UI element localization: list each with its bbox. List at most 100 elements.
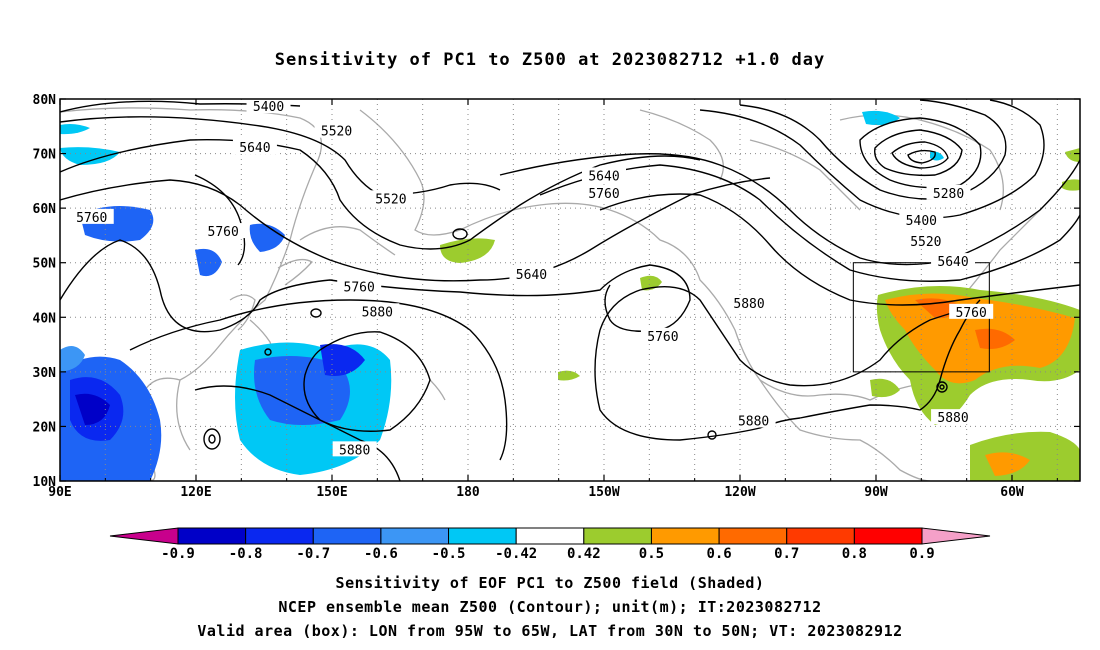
lon-tick-label: 60W bbox=[1000, 485, 1024, 500]
contour-label-bg bbox=[899, 212, 944, 228]
contour-label: 5640 bbox=[516, 268, 547, 283]
lat-tick-label: 40N bbox=[33, 311, 57, 326]
lat-tick-label: 10N bbox=[33, 475, 57, 490]
colorbar-segment bbox=[650, 527, 720, 545]
colorbar-label: 0.6 bbox=[706, 546, 731, 562]
contour-label: 5520 bbox=[321, 125, 352, 140]
contour-label: 5760 bbox=[76, 211, 107, 226]
colorbar-label: -0.42 bbox=[495, 546, 537, 562]
colorbar-segment bbox=[515, 527, 585, 545]
colorbar: -0.9 -0.8 -0.7 -0.6 -0.5 -0.42 0.42 0.5 0.6 0.7 0.… bbox=[109, 527, 991, 562]
lon-tick-label: 120W bbox=[724, 485, 755, 500]
lon-tick-label: 90W bbox=[864, 485, 888, 500]
colorbar-label: -0.5 bbox=[432, 546, 466, 562]
contour-label-bg bbox=[731, 412, 776, 428]
colorbar-label: -0.7 bbox=[296, 546, 330, 562]
colorbar-label: -0.9 bbox=[161, 546, 195, 562]
negative-sensitivity-region bbox=[60, 147, 120, 165]
contour-labels: 5400 5520 5640 5520 5640 5760 5640 5280 5400 5520… bbox=[69, 99, 994, 458]
lat-tick-label: 70N bbox=[33, 148, 57, 163]
contour-label-bg bbox=[640, 327, 685, 343]
contour-label-bg bbox=[314, 122, 359, 138]
positive-sensitivity-region bbox=[440, 238, 495, 263]
lat-tick-label: 20N bbox=[33, 420, 57, 435]
colorbar-segment bbox=[718, 527, 788, 545]
sensitivity-shading bbox=[60, 110, 1080, 481]
negative-sensitivity-region bbox=[75, 393, 110, 425]
contour-label-bg bbox=[509, 266, 554, 282]
positive-sensitivity-region bbox=[870, 378, 900, 398]
contour-label: 5880 bbox=[339, 443, 370, 458]
contour-label-bg bbox=[949, 303, 994, 319]
negative-sensitivity-region bbox=[60, 346, 85, 372]
contour-label-bg bbox=[368, 190, 413, 206]
colorbar-label: 0.42 bbox=[567, 546, 601, 562]
lat-tick-label: 30N bbox=[33, 366, 57, 381]
lon-tick-label: 120E bbox=[180, 485, 211, 500]
negative-sensitivity-region bbox=[195, 248, 222, 277]
contour-label: 5640 bbox=[588, 169, 619, 184]
negative-sensitivity-region bbox=[249, 223, 285, 252]
map-panel: 5400 5520 5640 5520 5640 5760 5640 5280 5400 5520… bbox=[33, 93, 1081, 500]
colorbar-label: -0.8 bbox=[229, 546, 263, 562]
contour-label-bg bbox=[926, 184, 971, 200]
contour-label: 5760 bbox=[588, 187, 619, 202]
contour-label: 5880 bbox=[362, 305, 393, 320]
contour-label-bg bbox=[727, 295, 772, 311]
contour-label: 5880 bbox=[937, 411, 968, 426]
colorbar-segment bbox=[177, 527, 247, 545]
lon-tick-label: 180 bbox=[456, 485, 480, 500]
lon-tick-label: 90E bbox=[48, 485, 71, 500]
contour-label-bg bbox=[332, 441, 377, 457]
contour-label-bg bbox=[337, 278, 382, 294]
contour-label-bg bbox=[355, 303, 400, 319]
lon-tick-label: 150E bbox=[316, 485, 347, 500]
contour-label: 5880 bbox=[738, 414, 769, 429]
colorbar-segment bbox=[786, 527, 855, 545]
lon-tick-label: 150W bbox=[588, 485, 619, 500]
caption-valid-area: Valid area (box): LON from 95W to 65W, L… bbox=[197, 622, 903, 640]
lat-tick-label: 50N bbox=[33, 257, 57, 272]
contour-label-bg bbox=[69, 208, 114, 224]
contour-label: 5400 bbox=[253, 100, 284, 115]
lat-tick-label: 80N bbox=[33, 93, 57, 108]
contour-label: 5760 bbox=[647, 330, 678, 345]
colorbar-label: 0.7 bbox=[774, 546, 799, 562]
contour-label: 5640 bbox=[239, 141, 270, 156]
colorbar-segment bbox=[583, 527, 652, 545]
positive-sensitivity-region bbox=[1065, 148, 1080, 162]
lat-tick-label: 60N bbox=[33, 202, 57, 217]
contour-label: 5880 bbox=[733, 297, 764, 312]
colorbar-label: -0.6 bbox=[364, 546, 398, 562]
figure-title: Sensitivity of PC1 to Z500 at 2023082712… bbox=[274, 50, 826, 70]
positive-sensitivity-region bbox=[975, 328, 1015, 349]
positive-sensitivity-region bbox=[985, 452, 1030, 476]
contour-label: 5760 bbox=[344, 281, 375, 296]
caption-shading: Sensitivity of EOF PC1 to Z500 field (Sh… bbox=[335, 574, 765, 592]
contour-label-bg bbox=[246, 99, 291, 114]
contour-label-bg bbox=[931, 253, 976, 269]
colorbar-label: 0.8 bbox=[842, 546, 867, 562]
colorbar-segment bbox=[312, 527, 382, 545]
contour-label-bg bbox=[903, 232, 948, 248]
map-frame bbox=[59, 98, 1081, 482]
contour-label: 5760 bbox=[208, 225, 239, 240]
contour-label: 5520 bbox=[375, 192, 406, 207]
colorbar-label: 0.9 bbox=[909, 546, 934, 562]
negative-sensitivity-region bbox=[320, 344, 365, 376]
contour-label: 5400 bbox=[906, 214, 937, 229]
colorbar-segment bbox=[245, 527, 314, 545]
negative-sensitivity-region bbox=[862, 110, 900, 126]
contour-label: 5280 bbox=[933, 187, 964, 202]
contour-label-bg bbox=[582, 167, 626, 183]
contour-label-bg bbox=[232, 139, 277, 155]
contour-label-bg bbox=[582, 184, 626, 200]
negative-sensitivity-region bbox=[60, 124, 90, 135]
contour-label: 5520 bbox=[910, 235, 941, 250]
colorbar-high-extension bbox=[921, 527, 991, 545]
caption-contour: NCEP ensemble mean Z500 (Contour); unit(… bbox=[278, 598, 822, 616]
colorbar-segment bbox=[448, 527, 517, 545]
colorbar-label: 0.5 bbox=[639, 546, 664, 562]
colorbar-segment bbox=[380, 527, 450, 545]
